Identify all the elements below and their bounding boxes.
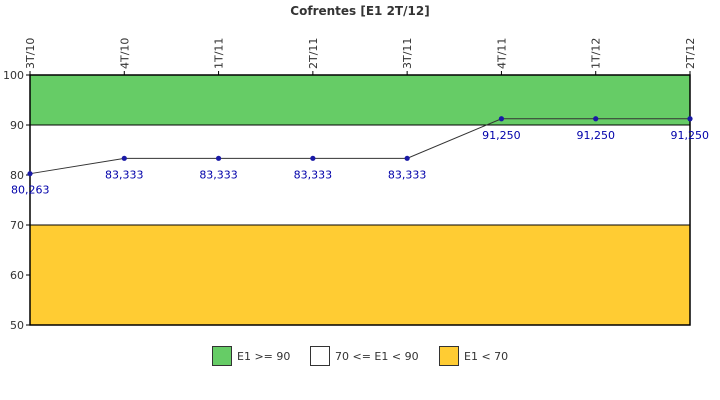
y-tick-label-1: 60 (10, 269, 24, 282)
threshold-bands (30, 75, 690, 325)
x-axis: 3T/10 4T/10 1T/11 2T/11 3T/11 4T/11 1T/12 2T/12 (24, 38, 697, 75)
legend-item-high: E1 >= 90 (212, 345, 290, 367)
band-0 (30, 75, 690, 125)
x-tick-label-6: 1T/12 (590, 38, 603, 69)
data-point-1 (121, 155, 127, 161)
x-tick-label-7: 2T/12 (684, 38, 697, 69)
data-point-6 (593, 116, 599, 122)
band-2 (30, 225, 690, 325)
data-label-6: 91,250 (576, 129, 615, 142)
y-tick-label-0: 50 (10, 319, 24, 332)
legend-swatch-low (439, 346, 459, 366)
plot-frame (29, 74, 691, 326)
x-tick-label-3: 2T/11 (307, 38, 320, 69)
legend: E1 >= 90 70 <= E1 < 90 E1 < 70 (0, 345, 720, 367)
series-line-group: 80,263 83,333 83,333 83,333 83,333 91,250 91,2… (11, 116, 709, 197)
data-point-4 (404, 155, 410, 161)
chart-title: Cofrentes [E1 2T/12] (290, 4, 430, 18)
data-label-3: 83,333 (294, 168, 333, 181)
data-label-2: 83,333 (199, 168, 238, 181)
series-line (29, 118, 690, 175)
y-axis: 50 60 70 80 90 100 (3, 69, 30, 332)
legend-label-mid: 70 <= E1 < 90 (335, 349, 419, 363)
legend-label-low: E1 < 70 (464, 349, 509, 363)
data-label-1: 83,333 (105, 168, 144, 181)
data-point-7 (687, 116, 693, 122)
legend-item-low: E1 < 70 (439, 345, 508, 367)
data-label-7: 91,250 (671, 129, 710, 142)
data-point-0 (27, 171, 33, 177)
data-label-4: 83,333 (388, 168, 427, 181)
data-point-2 (215, 155, 222, 161)
x-tick-label-2: 1T/11 (213, 38, 226, 69)
data-point-3 (310, 155, 316, 161)
legend-swatch-high (212, 346, 232, 366)
y-tick-label-3: 80 (10, 169, 24, 182)
x-tick-label-0: 3T/10 (24, 38, 37, 69)
plot-border (29, 74, 691, 326)
x-tick-label-1: 4T/10 (118, 38, 131, 69)
legend-label-high: E1 >= 90 (237, 349, 291, 363)
y-tick-label-5: 100 (3, 69, 24, 82)
band-1 (30, 125, 690, 225)
data-point-5 (498, 116, 505, 122)
y-tick-label-4: 90 (10, 119, 24, 132)
data-label-0: 80,263 (11, 184, 50, 197)
legend-item-mid: 70 <= E1 < 90 (310, 345, 419, 367)
legend-swatch-mid (310, 346, 330, 366)
x-tick-label-5: 4T/11 (495, 38, 508, 69)
x-tick-label-4: 3T/11 (401, 38, 414, 69)
data-label-5: 91,250 (482, 129, 521, 142)
y-tick-label-2: 70 (10, 219, 24, 232)
